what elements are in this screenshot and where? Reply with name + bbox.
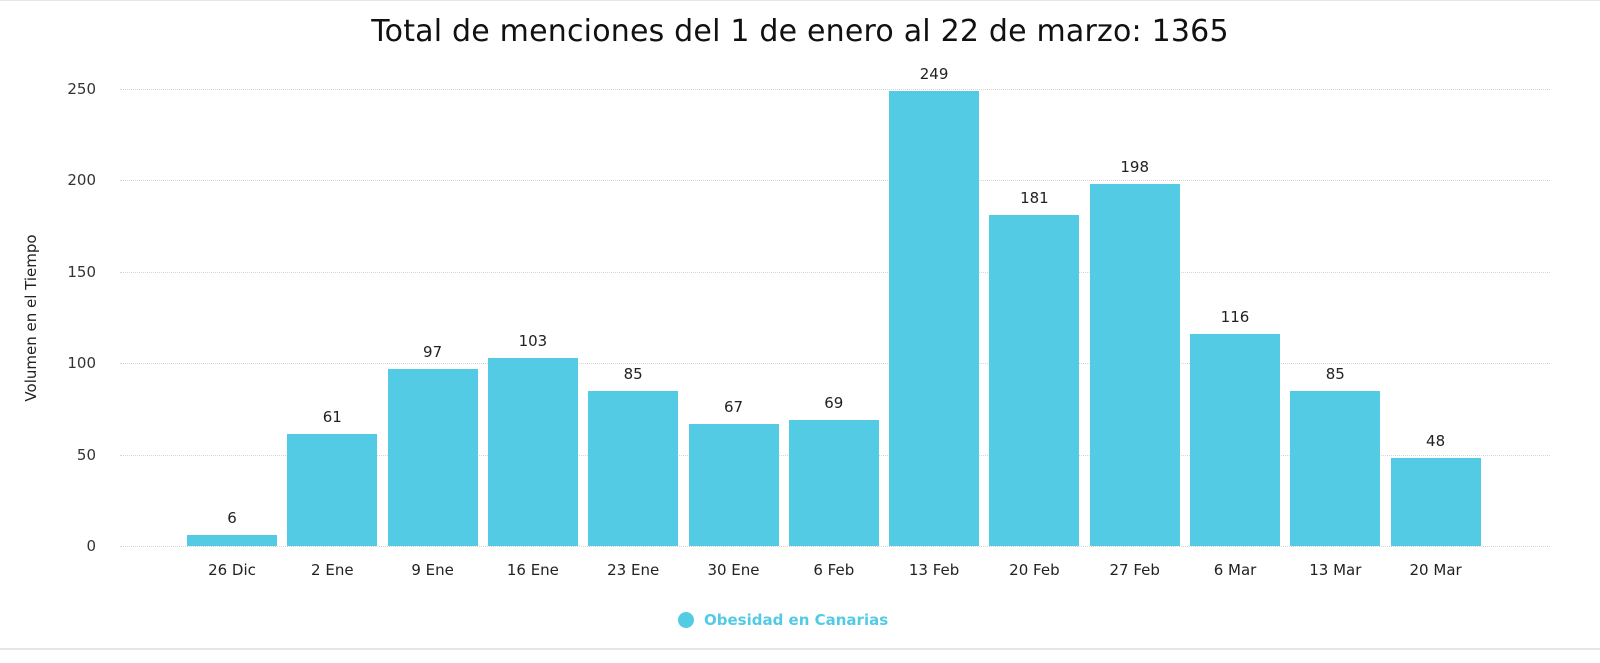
gridline xyxy=(120,363,1550,365)
data-label: 97 xyxy=(423,342,443,361)
data-label: 181 xyxy=(1020,189,1049,208)
bar[interactable] xyxy=(788,419,879,546)
data-label: 85 xyxy=(1325,364,1345,383)
y-tick-label: 50 xyxy=(76,445,96,464)
data-label: 249 xyxy=(919,64,949,83)
bar[interactable] xyxy=(1290,390,1381,546)
x-tick-label: 26 Dic xyxy=(208,561,256,579)
data-label: 61 xyxy=(322,408,342,427)
gridline xyxy=(120,89,1550,90)
x-tick-label: 23 Ene xyxy=(607,561,660,579)
x-tick-label: 16 Ene xyxy=(506,561,559,579)
bar[interactable] xyxy=(1390,458,1481,546)
bar[interactable] xyxy=(187,535,277,546)
gridline xyxy=(120,271,1550,273)
bar[interactable] xyxy=(487,357,578,546)
x-tick-label: 30 Ene xyxy=(707,561,760,579)
x-tick-label: 13 Mar xyxy=(1309,561,1362,579)
legend-dot-icon xyxy=(678,612,694,628)
x-tick-label: 20 Mar xyxy=(1409,561,1462,579)
x-tick-label: 13 Feb xyxy=(908,561,960,579)
bar[interactable] xyxy=(688,423,779,546)
gridline xyxy=(120,546,1550,547)
x-tick-label: 20 Feb xyxy=(1009,561,1060,579)
data-label: 103 xyxy=(518,331,548,350)
y-tick-label: 250 xyxy=(67,80,96,98)
bar[interactable] xyxy=(1190,333,1280,546)
x-tick-label: 27 Feb xyxy=(1109,561,1160,579)
chart-title: Total de menciones del 1 de enero al 22 … xyxy=(371,14,1229,49)
bar[interactable] xyxy=(387,368,478,546)
data-label: 116 xyxy=(1220,307,1250,326)
x-tick-label: 9 Ene xyxy=(411,561,454,579)
bar[interactable] xyxy=(1089,184,1180,546)
bar[interactable] xyxy=(287,434,378,546)
legend[interactable]: Obesidad en Canarias xyxy=(678,611,888,629)
gridline xyxy=(120,180,1550,182)
y-tick-label: 0 xyxy=(86,537,96,555)
legend-label: Obesidad en Canarias xyxy=(704,611,889,629)
data-label: 67 xyxy=(723,397,744,416)
x-tick-label: 6 Mar xyxy=(1213,561,1257,579)
y-tick-label: 200 xyxy=(67,171,96,190)
top-divider xyxy=(0,0,1600,1)
y-axis-label: Volumen en el Tiempo xyxy=(22,234,40,402)
bar[interactable] xyxy=(989,215,1080,546)
x-tick-label: 6 Feb xyxy=(813,561,855,579)
data-label: 6 xyxy=(227,509,237,528)
data-label: 85 xyxy=(623,364,643,383)
y-tick-label: 150 xyxy=(67,262,96,281)
x-tick-label: 2 Ene xyxy=(311,561,354,579)
y-tick-label: 100 xyxy=(67,354,96,373)
bar[interactable] xyxy=(889,90,980,546)
bottom-divider xyxy=(0,648,1600,650)
data-label: 69 xyxy=(824,393,844,412)
data-label: 48 xyxy=(1426,432,1446,451)
data-label: 198 xyxy=(1120,158,1149,177)
bar[interactable] xyxy=(588,390,679,546)
